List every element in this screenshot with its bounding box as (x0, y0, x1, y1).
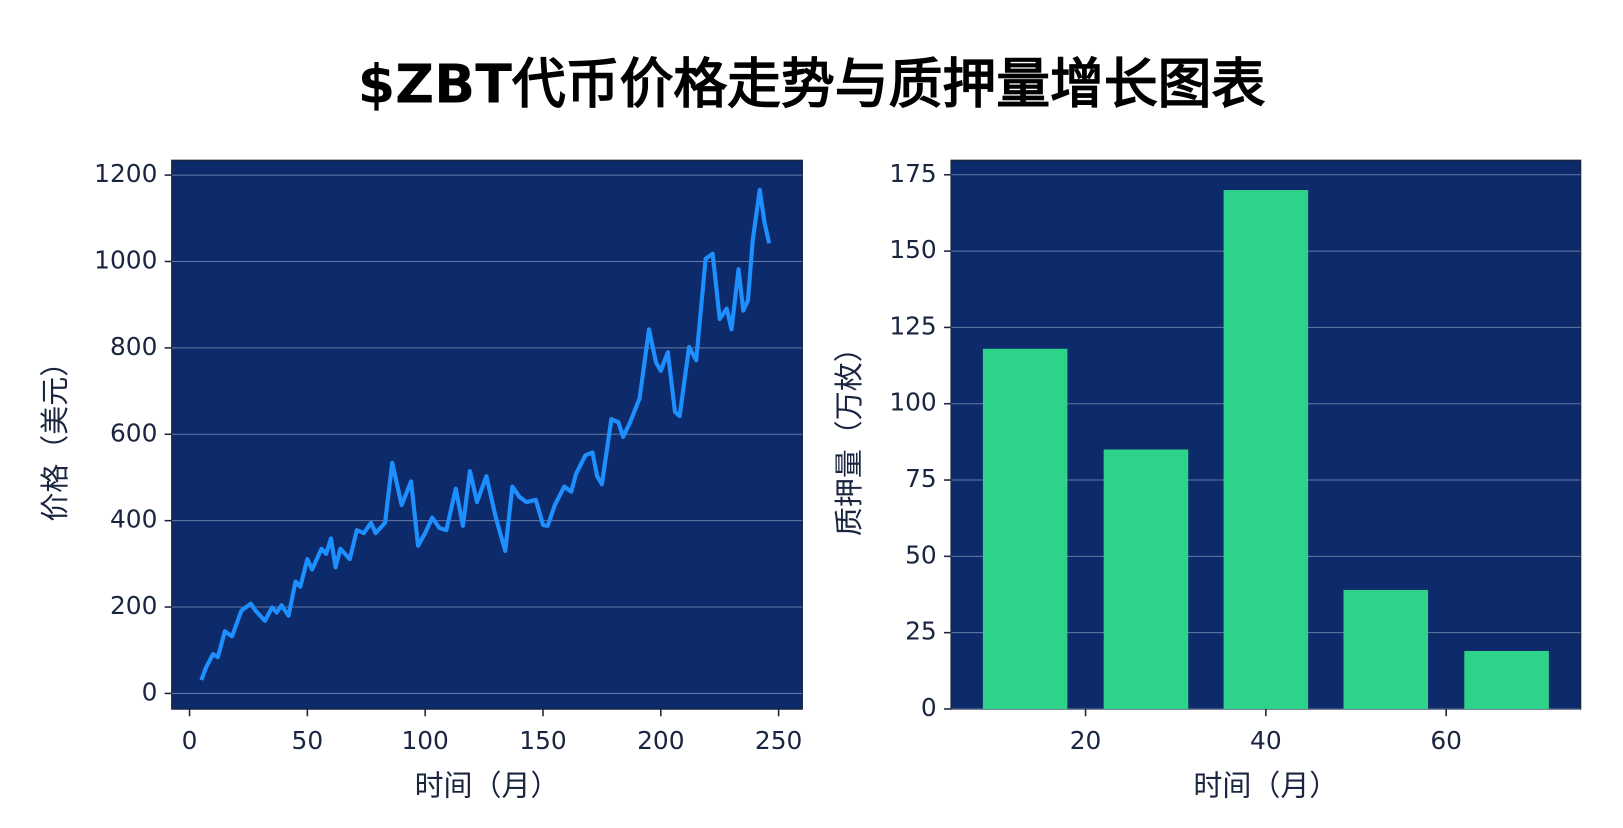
bar (1103, 449, 1189, 709)
x-axis-label: 时间（月） (1193, 769, 1338, 803)
y-tick-label: 25 (905, 617, 937, 646)
y-tick-label: 1200 (94, 159, 157, 188)
x-tick-label: 40 (1250, 726, 1282, 755)
x-tick-label: 250 (755, 726, 802, 755)
x-tick-label: 50 (292, 726, 324, 755)
y-tick-label: 200 (110, 591, 157, 620)
y-tick-label: 75 (905, 464, 937, 493)
y-tick-label: 150 (889, 235, 936, 264)
x-tick-label: 200 (637, 726, 684, 755)
y-tick-label: 125 (889, 311, 936, 340)
x-tick-label: 20 (1070, 726, 1102, 755)
x-tick-label: 0 (182, 726, 198, 755)
y-axis-label: 质押量（万枚） (832, 333, 866, 536)
price-line (199, 187, 772, 681)
y-axis-label: 价格（美元） (38, 348, 72, 522)
y-tick-label: 0 (142, 677, 158, 706)
y-tick-label: 50 (905, 540, 937, 569)
bar (1223, 190, 1309, 709)
x-tick-label: 100 (401, 726, 448, 755)
x-tick-label: 60 (1430, 726, 1462, 755)
y-tick-label: 1000 (94, 245, 157, 274)
chart-title: $ZBT代币价格走势与质押量增长图表 (358, 53, 1266, 116)
x-tick-label: 150 (519, 726, 566, 755)
y-tick-label: 600 (110, 418, 157, 447)
x-axis-label: 时间（月） (415, 769, 560, 803)
bar (1464, 650, 1549, 709)
y-tick-label: 100 (889, 388, 936, 417)
bar (1343, 589, 1429, 709)
y-tick-label: 175 (889, 159, 936, 188)
y-tick-label: 0 (921, 693, 937, 722)
y-tick-label: 400 (110, 505, 157, 534)
bar (982, 348, 1068, 709)
y-tick-label: 800 (110, 332, 157, 361)
